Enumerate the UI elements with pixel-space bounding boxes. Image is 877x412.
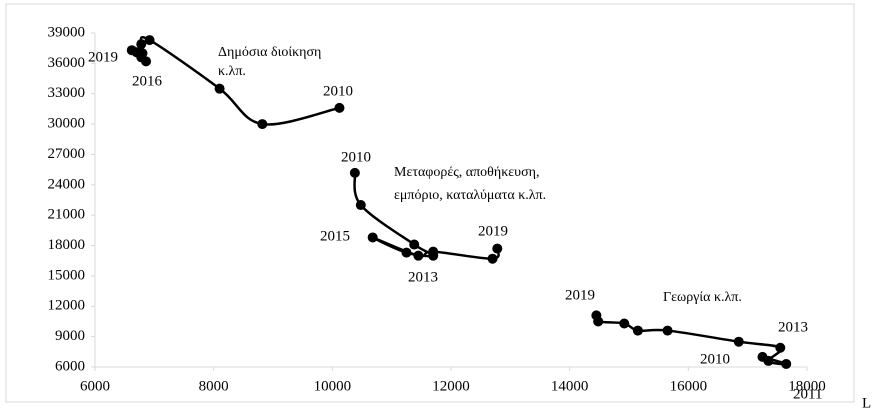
annotation: 2015	[320, 228, 350, 244]
y-tick-label: 9000	[55, 328, 85, 344]
point	[781, 358, 792, 369]
point	[733, 336, 744, 347]
y-tick-label: 18000	[48, 237, 86, 253]
series-line	[594, 315, 788, 366]
point	[492, 243, 503, 254]
annotation: κ.λπ.	[218, 64, 246, 79]
chart-frame	[5, 3, 855, 403]
point	[428, 246, 439, 257]
point	[144, 35, 155, 46]
x-tick-label: 18000	[788, 378, 826, 394]
point	[136, 39, 147, 50]
annotation: Δημόσια διοίκηση	[218, 45, 321, 60]
x-tick-label: 6000	[80, 378, 110, 394]
y-tick-label: 12000	[48, 298, 86, 314]
annotation: Γεωργία κ.λπ.	[663, 290, 742, 305]
y-tick-label: 27000	[48, 146, 86, 162]
y-tick-label: 6000	[55, 358, 85, 374]
x-tick-label: 10000	[314, 378, 352, 394]
y-tick-label: 36000	[48, 55, 86, 71]
point	[257, 119, 268, 130]
annotation: 2016	[132, 73, 163, 89]
annotation: 2013	[778, 319, 808, 335]
annotation: 2019	[478, 223, 508, 239]
y-tick-label: 39000	[48, 24, 86, 40]
point	[413, 250, 424, 261]
annotation: 2010	[323, 83, 353, 99]
point	[775, 342, 786, 353]
y-tick-label: 21000	[48, 207, 86, 223]
annotation: εμπόριο, καταλύματα κ.λπ.	[394, 188, 546, 203]
point	[619, 318, 630, 329]
series-line	[353, 172, 500, 260]
x-tick-label: 16000	[670, 378, 708, 394]
point	[355, 200, 366, 211]
point	[409, 239, 420, 250]
point	[632, 325, 643, 336]
point	[662, 325, 673, 336]
legend-fragment: L	[862, 395, 871, 411]
y-tick-label: 15000	[48, 267, 86, 283]
annotation: 2013	[408, 269, 438, 285]
point	[126, 45, 137, 56]
annotation: 2010	[341, 149, 371, 165]
annotation: 2011	[793, 386, 822, 402]
point	[349, 167, 360, 178]
point	[401, 247, 412, 258]
annotation: 2010	[700, 351, 730, 367]
point	[367, 232, 378, 243]
point	[591, 310, 602, 321]
y-tick-label: 33000	[48, 85, 86, 101]
y-tick-label: 30000	[48, 116, 86, 132]
point	[334, 102, 345, 113]
annotation: Μεταφορές, αποθήκευση,	[394, 165, 539, 180]
point	[487, 253, 498, 264]
annotation: 2019	[565, 287, 595, 303]
point	[763, 355, 774, 366]
x-tick-label: 12000	[432, 378, 470, 394]
point	[214, 83, 225, 94]
x-tick-label: 8000	[199, 378, 229, 394]
annotation: 2019	[88, 49, 118, 65]
x-tick-label: 14000	[551, 378, 589, 394]
y-tick-label: 24000	[48, 176, 86, 192]
